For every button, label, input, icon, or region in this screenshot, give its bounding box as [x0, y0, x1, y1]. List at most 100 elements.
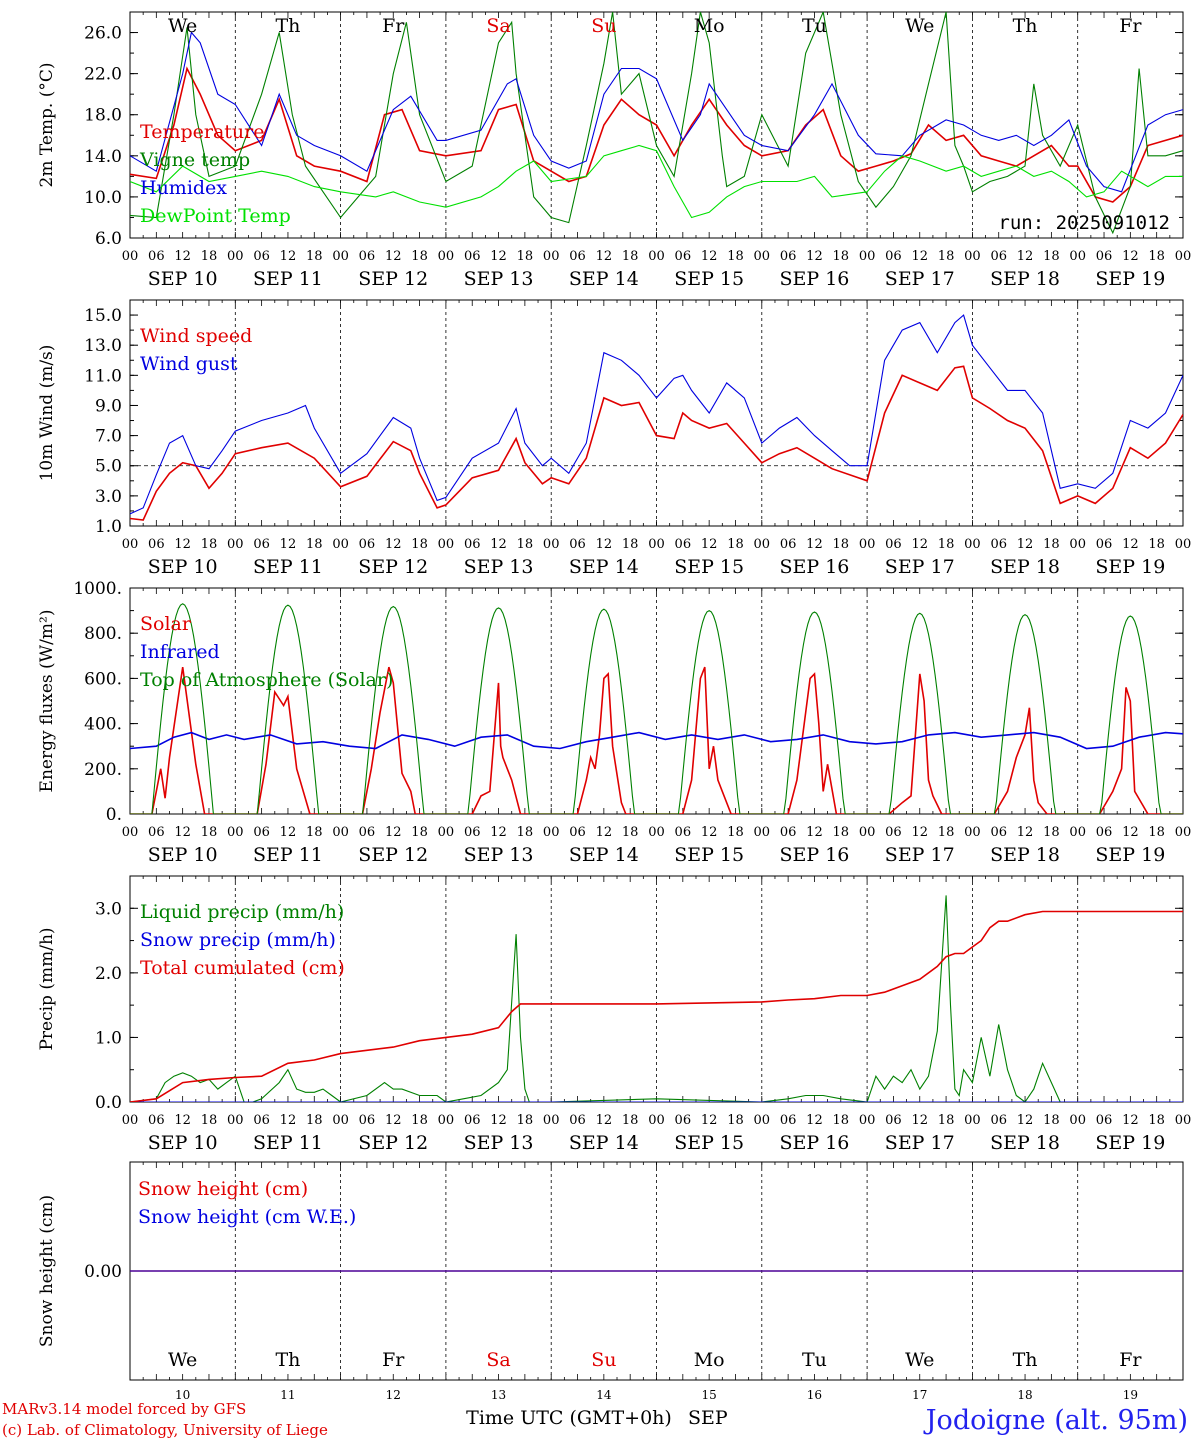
series-line: [130, 910, 1183, 1102]
weekday-label: Fr: [382, 15, 405, 37]
hour-tick-label: 12: [174, 249, 191, 264]
hour-tick-label: 00: [543, 1113, 560, 1128]
hour-tick-label: 18: [622, 825, 639, 840]
hour-tick-label: 06: [148, 537, 165, 552]
hour-tick-label: 18: [1043, 1113, 1060, 1128]
hour-tick-label: 06: [464, 825, 481, 840]
weekday-label: Th: [1013, 1349, 1038, 1371]
hour-tick-label: 18: [833, 825, 850, 840]
day-number-label: 16: [807, 1388, 822, 1402]
hour-tick-label: 06: [253, 537, 270, 552]
hour-tick-label: 18: [622, 537, 639, 552]
hour-tick-label: 12: [806, 1113, 823, 1128]
hour-tick-label: 12: [911, 249, 928, 264]
hour-tick-label: 00: [122, 1113, 139, 1128]
hour-tick-label: 00: [754, 249, 771, 264]
y-tick-label: 10.0: [84, 188, 122, 208]
hour-tick-label: 12: [490, 825, 507, 840]
date-label: SEP 17: [885, 844, 955, 866]
series-group: [130, 12, 1183, 235]
hour-tick-label: 00: [1069, 537, 1086, 552]
hour-tick-label: 06: [253, 825, 270, 840]
hour-tick-label: 06: [1096, 537, 1113, 552]
hour-tick-label: 00: [859, 825, 876, 840]
y-tick-label: 15.0: [84, 306, 122, 326]
legend-entry: Humidex: [140, 177, 227, 199]
y-tick-label: 0.: [106, 805, 122, 825]
date-label: SEP 15: [674, 1132, 744, 1154]
hour-tick-label: 18: [201, 537, 218, 552]
hour-tick-label: 12: [1122, 537, 1139, 552]
hour-tick-label: 00: [1175, 1113, 1192, 1128]
y-tick-label: 14.0: [84, 147, 122, 167]
weekday-label: We: [905, 15, 934, 37]
hour-tick-label: 06: [569, 1113, 586, 1128]
hour-tick-label: 06: [1096, 825, 1113, 840]
y-axis-label: Energy fluxes (W/m²): [37, 610, 57, 793]
hour-tick-label: 00: [227, 537, 244, 552]
y-tick-label: 2.0: [95, 964, 122, 984]
hour-tick-label: 06: [148, 249, 165, 264]
hour-tick-label: 12: [701, 1113, 718, 1128]
y-tick-label: 22.0: [84, 65, 122, 85]
y-axis-label: 10m Wind (m/s): [37, 345, 57, 482]
date-label: SEP 16: [780, 844, 850, 866]
weekday-label: Th: [1013, 15, 1038, 37]
date-label: SEP 13: [464, 268, 534, 290]
date-label: SEP 16: [780, 268, 850, 290]
hour-tick-label: 12: [911, 537, 928, 552]
hour-tick-label: 06: [359, 825, 376, 840]
hour-tick-label: 06: [675, 537, 692, 552]
date-label: SEP 13: [464, 556, 534, 578]
hour-tick-label: 00: [648, 825, 665, 840]
weekday-label: Su: [591, 15, 616, 37]
date-label: SEP 16: [780, 1132, 850, 1154]
hour-tick-label: 12: [1122, 825, 1139, 840]
hour-tick-label: 18: [1148, 537, 1165, 552]
date-label: SEP 15: [674, 556, 744, 578]
weekday-label: We: [905, 1349, 934, 1371]
hour-tick-label: 12: [490, 249, 507, 264]
hour-tick-label: 18: [411, 249, 428, 264]
y-axis-label: 2m Temp. (°C): [37, 62, 57, 187]
hour-tick-label: 00: [1069, 249, 1086, 264]
hour-tick-label: 06: [885, 537, 902, 552]
hour-tick-label: 18: [727, 825, 744, 840]
y-axis-label: Snow height (cm): [37, 1195, 57, 1347]
hour-tick-label: 00: [964, 249, 981, 264]
hour-tick-label: 18: [306, 1113, 323, 1128]
date-label: SEP 18: [990, 268, 1060, 290]
legend-entry: Liquid precip (mm/h): [140, 901, 344, 923]
panel-1: 6.0 10.0 14.0 18.0 22.0 26.0 2m Temp. (°C) 00 06…: [37, 11, 1192, 290]
y-tick-label: 3.0: [95, 487, 122, 507]
weekday-label: Fr: [1119, 1349, 1142, 1371]
hour-tick-label: 12: [1017, 1113, 1034, 1128]
hour-tick-label: 18: [833, 1113, 850, 1128]
y-tick-label: 0.0: [95, 1093, 122, 1113]
hour-tick-label: 00: [438, 249, 455, 264]
hour-tick-label: 18: [517, 249, 534, 264]
hour-tick-label: 06: [253, 1113, 270, 1128]
hour-tick-label: 06: [253, 249, 270, 264]
date-label: SEP 10: [148, 556, 218, 578]
series-line: [130, 895, 1078, 1102]
series-line: [130, 31, 1183, 193]
hour-tick-label: 12: [490, 537, 507, 552]
series-group: [130, 895, 1183, 1102]
hour-tick-label: 12: [280, 1113, 297, 1128]
date-label: SEP 14: [569, 556, 639, 578]
date-label: SEP 14: [569, 268, 639, 290]
hour-tick-label: 18: [201, 825, 218, 840]
hour-tick-label: 00: [1175, 249, 1192, 264]
legend-entry: Wind gust: [140, 353, 238, 375]
date-label: SEP 11: [253, 844, 323, 866]
hour-tick-label: 18: [1043, 825, 1060, 840]
hour-tick-label: 00: [543, 825, 560, 840]
hour-tick-label: 06: [1096, 249, 1113, 264]
date-label: SEP 13: [464, 844, 534, 866]
hour-tick-label: 12: [596, 249, 613, 264]
hour-tick-label: 18: [411, 537, 428, 552]
hour-tick-label: 00: [964, 825, 981, 840]
hour-tick-label: 12: [596, 1113, 613, 1128]
